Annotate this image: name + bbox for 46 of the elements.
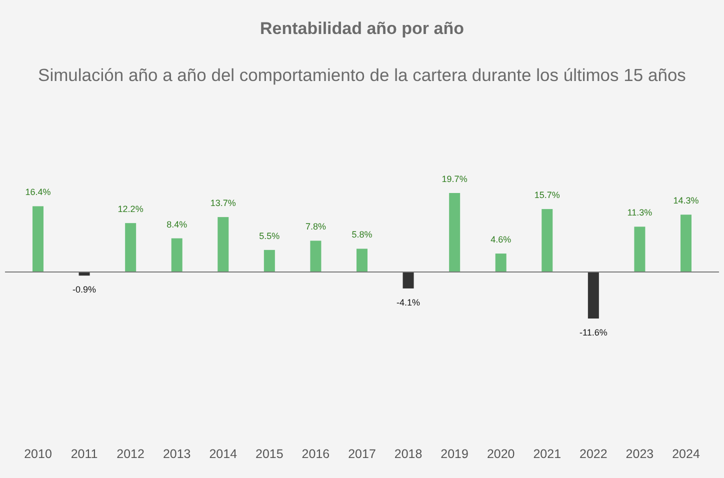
data-label: 11.3% [627,208,652,218]
x-tick-label: 2020 [486,447,515,461]
bar [402,272,414,288]
bar [171,238,182,272]
bar [680,214,692,272]
data-label: -4.1% [396,297,420,308]
data-label: 15.7% [534,190,560,200]
bar [542,209,553,272]
data-label: -11.6% [580,328,608,338]
data-label: 13.7% [210,198,236,208]
x-tick-label: 2012 [116,447,145,461]
bar [356,248,368,272]
x-tick-label: 2024 [672,447,700,461]
data-label: 12.2% [118,204,144,214]
bar [32,206,44,272]
data-label: -0.9% [72,284,96,295]
data-label: 19.7% [442,174,468,184]
data-label: 7.8% [305,222,326,232]
x-tick-label: 2021 [533,447,562,461]
x-tick-label: 2015 [256,447,284,461]
data-label: 4.6% [490,234,512,245]
bar [218,217,229,272]
data-label: 5.5% [259,230,280,241]
bar [264,250,275,272]
data-label: 14.3% [673,196,699,206]
x-tick-label: 2011 [70,447,98,461]
bar [588,272,599,319]
bar [310,240,322,272]
data-label: 16.4% [25,187,51,198]
x-tick-label: 2017 [348,447,376,461]
x-tick-label: 2019 [440,447,469,461]
data-label: 5.8% [352,230,372,240]
x-tick-label: 2023 [626,447,654,461]
bar [449,193,460,272]
x-tick-label: 2022 [580,447,608,461]
x-tick-label: 2018 [394,447,422,461]
data-label: 8.4% [166,219,188,230]
chart-title: Rentabilidad año por año [260,19,464,38]
x-tick-label: 2010 [24,447,52,461]
x-tick-label: 2013 [162,447,191,461]
bar [125,223,136,272]
bar [495,254,506,272]
x-tick-label: 2016 [302,447,330,461]
bar [634,226,646,272]
x-tick-label: 2014 [209,447,238,461]
chart-subtitle: Simulación año a año del comportamiento de la cartera durante los últimos 15 años [38,65,686,85]
